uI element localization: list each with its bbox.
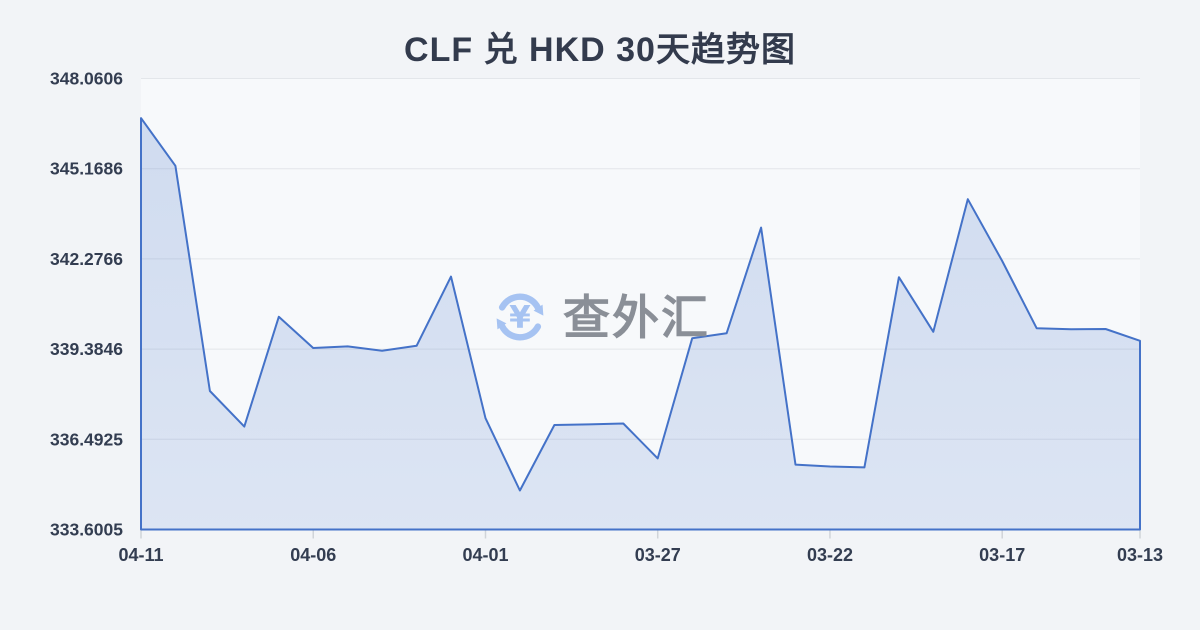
x-axis-label: 04-11 bbox=[118, 545, 163, 565]
y-axis-label: 345.1686 bbox=[50, 159, 123, 179]
x-axis-label: 03-17 bbox=[979, 545, 1025, 565]
chart-title: CLF 兑 HKD 30天趋势图 bbox=[404, 31, 796, 69]
x-axis-label: 04-01 bbox=[462, 545, 508, 565]
y-axis-label: 342.2766 bbox=[50, 249, 123, 269]
y-axis-label: 333.6005 bbox=[50, 520, 123, 540]
x-axis-label: 03-27 bbox=[635, 545, 681, 565]
y-axis-label: 339.3846 bbox=[50, 339, 123, 359]
price-area-series bbox=[140, 117, 1141, 531]
y-axis-label: 348.0606 bbox=[50, 69, 123, 89]
y-axis-label: 336.4925 bbox=[50, 429, 123, 449]
x-axis-label: 04-06 bbox=[290, 545, 336, 565]
x-axis-label: 03-22 bbox=[807, 545, 853, 565]
x-axis-label: 03-13 bbox=[1117, 545, 1163, 565]
